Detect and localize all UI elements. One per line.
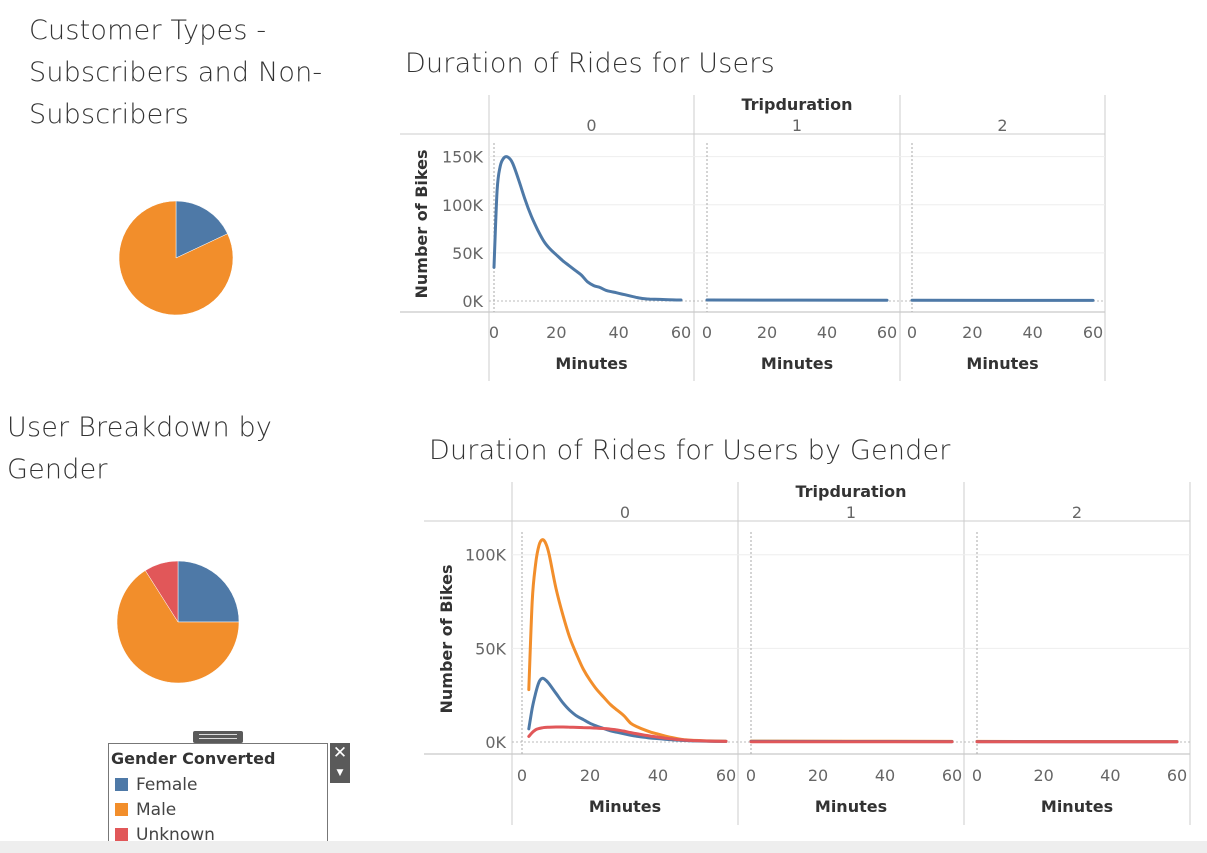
users-chart-panel-2-x-tick-label: 20 (962, 323, 982, 342)
users-chart-panel-header-title: Tripduration (741, 95, 852, 114)
duration-gender-title: Duration of Rides for Users by Gender (429, 435, 951, 466)
users-chart-panel-label-1: 1 (792, 116, 802, 135)
legend-drag-handle[interactable] (193, 731, 243, 743)
gender-pie-slice-unknown (144, 560, 179, 623)
users-chart-y-tick-label: 50K (452, 244, 483, 263)
users-chart-panel-2-x-tick-label: 40 (1022, 323, 1042, 342)
gender-chart-panel-0-x-axis-title: Minutes (589, 797, 661, 816)
legend-item-unknown[interactable]: Unknown (115, 824, 215, 846)
gender-chart-panel-1-x-tick-label: 20 (808, 766, 828, 785)
legend-swatch-male (115, 803, 128, 816)
gender-chart-panel-1-x-tick-label: 40 (875, 766, 895, 785)
gender-pie-slice-male (116, 570, 240, 684)
legend-label-male: Male (136, 800, 177, 820)
legend-label-unknown: Unknown (136, 825, 215, 845)
users-chart-panel-2-x-axis-title: Minutes (966, 354, 1038, 373)
users-chart-y-tick-label: 150K (442, 148, 484, 167)
users-chart-panel-0-x-tick-label: 40 (608, 323, 628, 342)
gender-chart-panel-0-x-tick-label: 40 (648, 766, 668, 785)
gender-legend: Gender Converted Female Male Unknown (108, 743, 328, 846)
legend-controls: ✕ ▼ (330, 743, 350, 783)
customer-pie-slice-subscriber (118, 200, 234, 316)
gender-chart-panel-header-title: Tripduration (795, 482, 906, 501)
legend-item-female[interactable]: Female (115, 774, 197, 796)
gender-breakdown-title: User Breakdown by Gender (7, 412, 273, 485)
customer-types-title: Customer Types - Subscribers and Non-Sub… (29, 15, 323, 130)
users-chart-panel-2-x-tick-label: 0 (907, 323, 917, 342)
users-chart-panel-1-x-axis-title: Minutes (761, 354, 833, 373)
gender-chart-y-tick-label: 100K (465, 546, 507, 565)
customer-pie-slice-customer (175, 200, 228, 259)
users-chart-y-tick-label: 100K (442, 196, 484, 215)
gender-chart-panel-2-x-tick-label: 60 (1167, 766, 1187, 785)
legend-title: Gender Converted (111, 749, 276, 768)
users-chart-panel-1-x-tick-label: 0 (702, 323, 712, 342)
gender-chart-panel-0-x-tick-label: 20 (580, 766, 600, 785)
users-chart-panel-0-x-tick-label: 20 (546, 323, 566, 342)
users-chart-panel-label-0: 0 (586, 116, 596, 135)
gender-chart-panel-0-series-male (527, 538, 728, 743)
users-chart-panel-0-x-tick-label: 0 (489, 323, 499, 342)
gender-chart-panel-1-x-tick-label: 60 (942, 766, 962, 785)
duration-users-title: Duration of Rides for Users (405, 48, 775, 79)
gender-chart-panel-2-x-axis-title: Minutes (1041, 797, 1113, 816)
users-chart-panel-2-x-tick-label: 60 (1083, 323, 1103, 342)
users-chart-panel-0-x-axis-title: Minutes (555, 354, 627, 373)
gender-chart-y-tick-label: 50K (475, 639, 506, 658)
gender-chart-panel-0-series-unknown (527, 725, 728, 743)
gender-chart-panel-0-x-tick-label: 60 (716, 766, 736, 785)
users-chart-panel-label-2: 2 (997, 116, 1007, 135)
users-chart-y-axis-title: Number of Bikes (412, 149, 431, 298)
gender-chart-panel-0-x-tick-label: 0 (517, 766, 527, 785)
users-chart-panel-0-x-tick-label: 60 (671, 323, 691, 342)
users-chart-panel-1-x-tick-label: 60 (877, 323, 897, 342)
gender-chart-panel-2-x-tick-label: 40 (1100, 766, 1120, 785)
users-chart-panel-0-series-number-of-bikes (492, 155, 683, 302)
users-chart-panel-1-x-tick-label: 20 (757, 323, 777, 342)
legend-swatch-female (115, 778, 128, 791)
gender-chart-panel-label-2: 2 (1072, 503, 1082, 522)
gender-chart-panel-2-x-tick-label: 20 (1033, 766, 1053, 785)
legend-item-male[interactable]: Male (115, 799, 176, 821)
users-chart-y-tick-label: 0K (462, 292, 483, 311)
users-chart-panel-1-x-tick-label: 40 (817, 323, 837, 342)
gender-chart-y-axis-title: Number of Bikes (437, 564, 456, 713)
gender-chart-panel-label-1: 1 (846, 503, 856, 522)
gender-chart-panel-1-x-axis-title: Minutes (815, 797, 887, 816)
legend-swatch-unknown (115, 828, 128, 841)
gender-chart-panel-label-0: 0 (620, 503, 630, 522)
close-icon[interactable]: ✕ (332, 743, 348, 763)
gender-chart-y-tick-label: 0K (485, 733, 506, 752)
legend-label-female: Female (136, 775, 198, 795)
gender-chart-panel-1-x-tick-label: 0 (746, 766, 756, 785)
gender-pie-slice-female (177, 560, 240, 623)
bottom-strip (0, 841, 1207, 853)
gender-chart-panel-2-x-tick-label: 0 (972, 766, 982, 785)
dropdown-arrow-icon[interactable]: ▼ (336, 768, 344, 778)
